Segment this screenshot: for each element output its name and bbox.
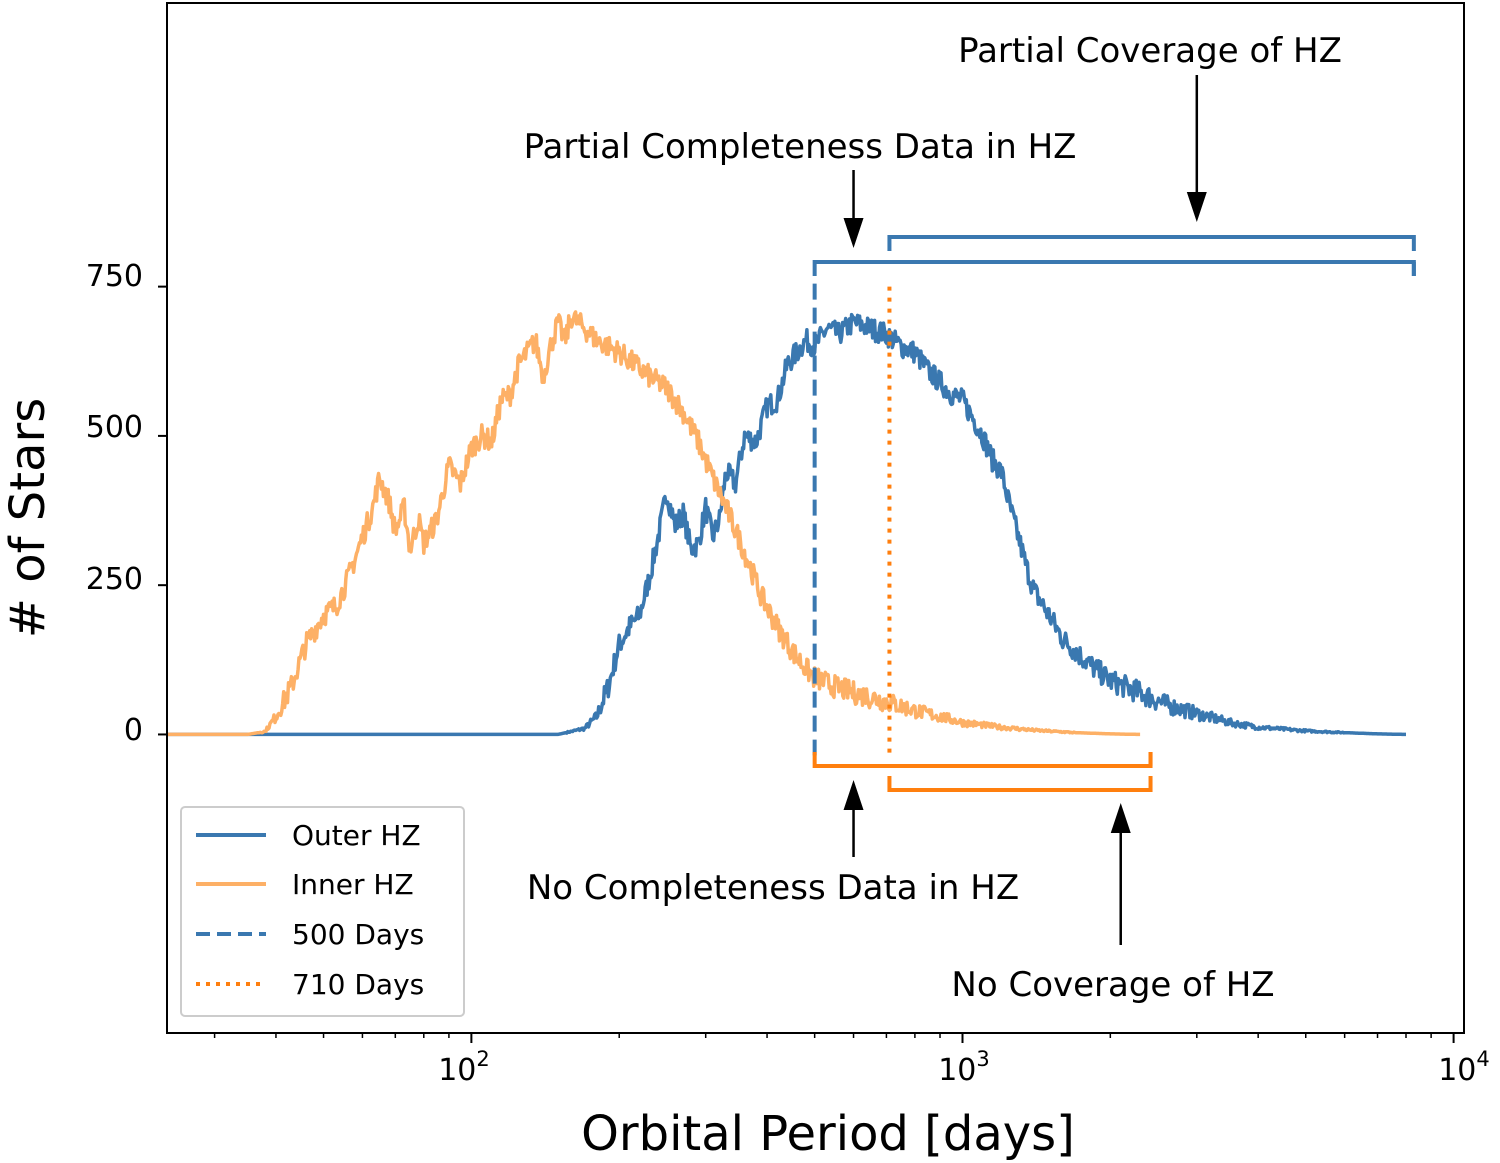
x-tick-label-100: 102: [438, 1047, 490, 1088]
series-line-outer-hz: [166, 312, 1407, 737]
y-tick-label-500: 500: [86, 410, 143, 445]
x-axis-title: Orbital Period [days]: [581, 1106, 1075, 1162]
arrow-layer: [843, 75, 1207, 945]
plot-frame: [166, 2, 1465, 1034]
legend: Outer HZ Inner HZ 500 Days 710 Days: [180, 806, 465, 1017]
bracket-no-coverage: [887, 776, 1153, 792]
bracket-partial-coverage: [887, 235, 1416, 251]
annotation-partial-coverage: Partial Coverage of HZ: [958, 31, 1342, 71]
arrow-no-coverage-head: [1110, 803, 1131, 833]
y-tick-label-0: 0: [124, 713, 143, 748]
x-tick-label-1000: 103: [938, 1047, 990, 1088]
arrow-no-completeness-head: [843, 780, 864, 810]
tick-layer: [158, 285, 1455, 1043]
series-layer: [166, 310, 1407, 737]
arrow-partial-completeness-head: [843, 218, 864, 248]
legend-label-outer-hz: Outer HZ: [292, 819, 421, 852]
y-tick-label-750: 750: [86, 259, 143, 294]
annotation-no-completeness: No Completeness Data in HZ: [527, 868, 1019, 908]
annotation-no-coverage: No Coverage of HZ: [951, 965, 1274, 1005]
legend-label-710-days: 710 Days: [292, 968, 424, 1001]
y-axis-title: # of Stars: [0, 398, 56, 638]
legend-label-inner-hz: Inner HZ: [292, 868, 414, 901]
arrow-partial-coverage-head: [1186, 192, 1207, 222]
legend-box: [180, 806, 465, 1017]
series-line-inner-hz: [166, 310, 1141, 737]
y-tick-label-250: 250: [86, 562, 143, 597]
reference-layer: [812, 283, 892, 759]
legend-label-500-days: 500 Days: [292, 918, 424, 951]
annotation-partial-completeness: Partial Completeness Data in HZ: [524, 127, 1077, 167]
bracket-layer: [812, 235, 1416, 792]
x-tick-label-10000: 104: [1438, 1047, 1490, 1088]
